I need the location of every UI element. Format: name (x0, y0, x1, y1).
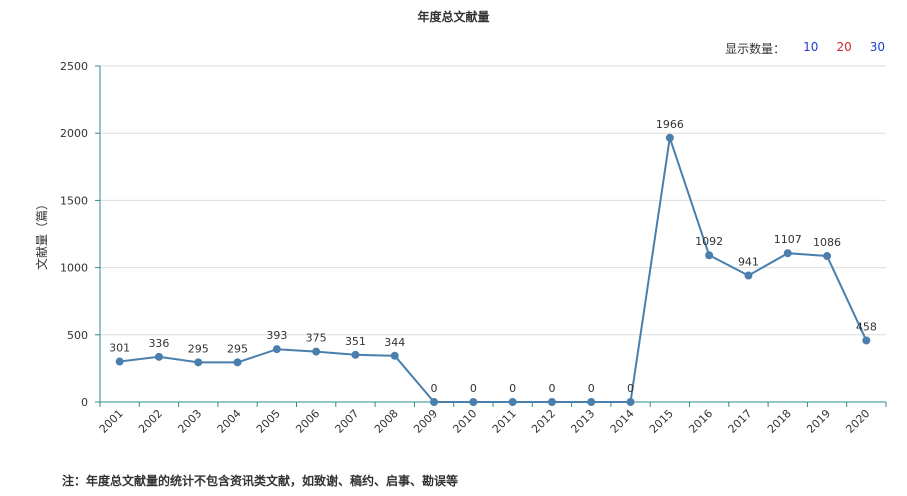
data-point (547, 398, 556, 406)
chart-title: 年度总文献量 (417, 10, 490, 24)
data-label: 295 (188, 342, 209, 355)
data-point (783, 249, 792, 258)
x-tick-label: 2012 (529, 407, 558, 436)
display-count-label: 显示数量： (725, 42, 786, 56)
footnote: 注：年度总文献量的统计不包含资讯类文献，如致谢、稿约、启事、勘误等 (62, 474, 459, 488)
data-point (194, 358, 203, 367)
y-tick-label: 2000 (60, 127, 88, 140)
x-tick-label: 2009 (411, 407, 440, 436)
display-count-option-20[interactable]: 20 (836, 40, 852, 54)
x-tick-label: 2018 (765, 407, 794, 436)
x-tick-label: 2001 (97, 407, 126, 436)
display-count-option-30[interactable]: 30 (869, 40, 885, 54)
data-point (587, 398, 596, 406)
y-tick-label: 1500 (60, 194, 88, 207)
display-count-selector: 显示数量： 10 20 30 (725, 40, 885, 57)
x-tick-label: 2013 (568, 407, 597, 436)
data-point (430, 398, 439, 406)
data-label: 1107 (774, 233, 802, 246)
data-label: 0 (431, 382, 438, 395)
x-tick-label: 2005 (254, 407, 283, 436)
data-point (665, 133, 674, 142)
y-tick-label: 500 (67, 329, 88, 342)
x-tick-label: 2006 (293, 407, 322, 436)
data-label: 336 (148, 337, 169, 350)
x-tick-label: 2004 (215, 407, 244, 436)
x-tick-label: 2010 (450, 407, 479, 436)
x-tick-label: 2002 (136, 407, 165, 436)
line-chart: 0 500 1000 1500 2000 2500 文献量（篇） 2001 2002 2003 20… (34, 60, 887, 436)
data-point (705, 251, 714, 260)
data-point (390, 351, 399, 360)
data-label: 295 (227, 342, 248, 355)
data-point (233, 358, 242, 367)
data-label: 0 (470, 382, 477, 395)
data-point (823, 252, 832, 261)
data-point (744, 271, 753, 280)
data-point (351, 350, 360, 359)
y-axis-label: 文献量（篇） (34, 198, 49, 270)
data-label: 351 (345, 335, 366, 348)
x-tick-label: 2003 (175, 407, 204, 436)
x-tick-label: 2011 (490, 407, 519, 436)
data-point (862, 336, 871, 345)
data-label: 0 (509, 382, 516, 395)
data-point (312, 347, 321, 356)
y-tick-label: 2500 (60, 60, 88, 73)
data-label: 0 (627, 382, 634, 395)
display-count-option-10[interactable]: 10 (803, 40, 819, 54)
data-label: 393 (266, 329, 287, 342)
data-label: 1966 (656, 118, 684, 131)
data-label: 344 (384, 336, 405, 349)
data-label: 375 (306, 332, 327, 345)
data-point (154, 352, 163, 361)
data-label: 0 (588, 382, 595, 395)
x-tick-label: 2007 (333, 407, 362, 436)
data-point (626, 398, 635, 406)
x-tick-label: 2016 (686, 407, 715, 436)
data-label: 941 (738, 256, 759, 269)
y-tick-label: 1000 (60, 262, 88, 275)
x-tick-label: 2019 (804, 407, 833, 436)
data-point (115, 357, 124, 366)
data-label: 1086 (813, 236, 841, 249)
data-point (469, 398, 478, 406)
x-tick-label: 2015 (647, 407, 676, 436)
y-tick-label: 0 (81, 396, 88, 409)
data-point (272, 345, 281, 354)
x-tick-label: 2017 (726, 407, 755, 436)
data-label: 458 (856, 320, 877, 333)
data-label: 0 (548, 382, 555, 395)
x-tick-label: 2020 (843, 407, 872, 436)
x-tick-label: 2008 (372, 407, 401, 436)
data-label: 1092 (695, 235, 723, 248)
data-label: 301 (109, 342, 130, 355)
x-tick-label: 2014 (608, 407, 637, 436)
series-line (119, 137, 868, 403)
data-point (508, 398, 517, 406)
